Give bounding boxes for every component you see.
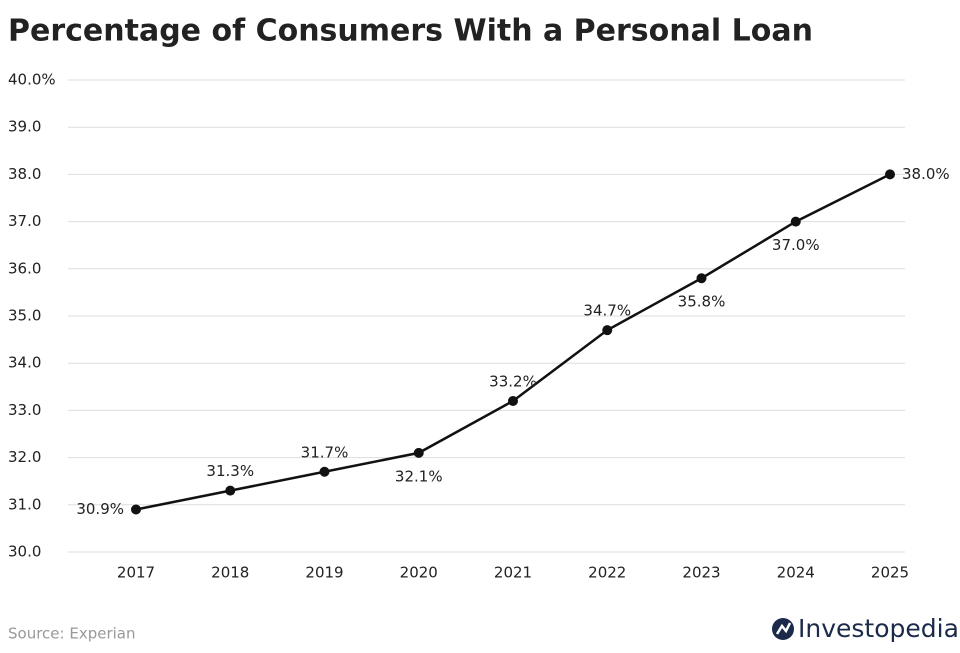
- x-tick-label: 2025: [871, 564, 909, 582]
- value-label: 31.3%: [206, 462, 254, 480]
- x-tick-label: 2018: [211, 564, 249, 582]
- value-label: 30.9%: [76, 500, 124, 518]
- y-tick-label: 39.0: [8, 118, 41, 136]
- value-label: 34.7%: [583, 302, 631, 320]
- value-label: 33.2%: [489, 372, 537, 390]
- value-label: 32.1%: [395, 467, 443, 485]
- source: Source: Experian: [8, 625, 135, 643]
- y-tick-label: 36.0: [8, 259, 41, 277]
- point: [131, 504, 141, 515]
- y-tick-label: 40.0%: [8, 71, 56, 89]
- point: [602, 325, 613, 336]
- y-tick-label: 33.0: [8, 401, 41, 419]
- x-tick-label: 2021: [494, 564, 532, 582]
- x-tick-label: 2024: [777, 564, 815, 582]
- x-tick-label: 2022: [588, 564, 626, 582]
- value-label: 31.7%: [301, 443, 349, 461]
- y-tick-label: 34.0: [8, 354, 41, 372]
- value-label: 37.0%: [772, 236, 820, 254]
- y-tick-label: 38.0: [8, 165, 41, 183]
- chart-title: Percentage of Consumers With a Personal …: [8, 14, 813, 49]
- logo: Investopedia: [772, 614, 959, 643]
- y-tick-label: 37.0: [8, 212, 41, 230]
- point: [225, 485, 236, 496]
- y-tick-label: 35.0: [8, 307, 41, 325]
- x-tick-label: 2019: [305, 564, 343, 582]
- value-label: 38.0%: [902, 165, 950, 183]
- point: [319, 466, 330, 477]
- point: [413, 447, 424, 458]
- x-tick-label: 2023: [682, 564, 720, 582]
- logo-icon-mark: [775, 622, 792, 635]
- y-tick-label: 32.0: [8, 448, 41, 466]
- y-tick-label: 30.0: [8, 543, 41, 561]
- point: [885, 169, 895, 180]
- logo-text: Investopedia: [798, 614, 959, 643]
- x-tick-label: 2020: [400, 564, 438, 582]
- point: [508, 395, 518, 406]
- point: [790, 216, 801, 227]
- value-label: 35.8%: [678, 293, 726, 311]
- x-tick-label: 2017: [117, 564, 155, 582]
- line: [135, 173, 891, 511]
- point: [696, 273, 707, 284]
- y-tick-label: 31.0: [8, 495, 41, 513]
